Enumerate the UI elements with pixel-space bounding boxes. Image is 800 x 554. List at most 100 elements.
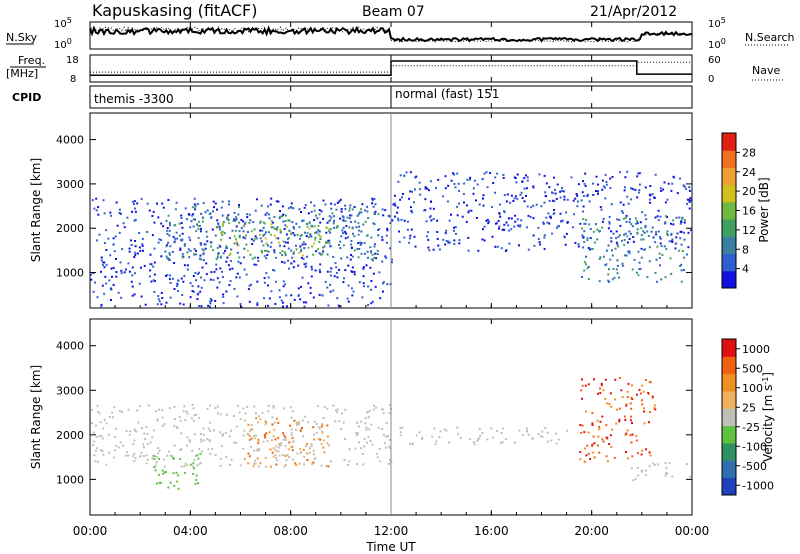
echo-cell — [378, 228, 381, 231]
echo-cell — [92, 290, 95, 293]
echo-cell — [247, 452, 250, 455]
echo-cell — [406, 228, 409, 231]
echo-cell — [313, 242, 316, 245]
ytick-label: 2000 — [56, 222, 84, 235]
echo-cell — [101, 284, 104, 287]
echo-cell — [103, 212, 106, 215]
echo-cell — [589, 228, 592, 230]
echo-cell — [411, 211, 414, 214]
echo-cell — [167, 486, 170, 489]
echo-cell — [583, 222, 586, 225]
echo-cell — [298, 462, 301, 465]
echo-cell — [396, 211, 399, 214]
echo-cell — [326, 221, 329, 224]
echo-cell — [351, 227, 354, 230]
echo-cell — [301, 427, 303, 430]
echo-cell — [248, 430, 251, 433]
echo-cell — [597, 444, 599, 447]
echo-cell — [358, 425, 360, 428]
echo-cell — [666, 232, 669, 235]
echo-cell — [167, 241, 170, 244]
echo-cell — [514, 195, 517, 198]
echo-cell — [360, 230, 363, 233]
echo-cell — [617, 235, 620, 238]
nsearch-tick-high: 105 — [708, 16, 726, 30]
echo-cell — [113, 250, 116, 253]
echo-cell — [129, 239, 132, 242]
echo-cell — [349, 258, 352, 261]
echo-cell — [238, 256, 241, 259]
echo-cell — [133, 452, 136, 455]
echo-cell — [270, 223, 273, 226]
echo-cell — [679, 222, 682, 225]
echo-cell — [608, 215, 611, 218]
echo-cell — [685, 187, 687, 190]
echo-cell — [295, 222, 298, 225]
echo-cell — [424, 187, 427, 190]
echo-cell — [433, 427, 436, 430]
echo-cell — [389, 247, 392, 250]
freq-panel: Freq. [MHz] 18 8 60 0 Nave — [6, 54, 785, 85]
echo-cell — [109, 416, 112, 419]
echo-cell — [310, 445, 313, 448]
echo-cell — [257, 256, 259, 259]
echo-cell — [202, 427, 205, 430]
echo-cell — [128, 247, 131, 250]
echo-cell — [191, 206, 194, 209]
echo-cell — [351, 255, 354, 258]
echo-cell — [342, 281, 345, 284]
echo-cell — [596, 190, 599, 193]
echo-cell — [290, 262, 293, 265]
echo-cell — [545, 195, 548, 198]
echo-cell — [328, 215, 331, 218]
echo-cell — [652, 236, 655, 239]
echo-cell — [202, 439, 205, 442]
echo-cell — [214, 454, 217, 456]
echo-cell — [615, 241, 618, 244]
echo-cell — [661, 254, 664, 256]
echo-cell — [233, 219, 236, 222]
echo-cell — [555, 442, 558, 445]
echo-cell — [626, 170, 629, 173]
echo-cell — [450, 179, 453, 182]
echo-cell — [500, 432, 503, 434]
echo-cell — [169, 481, 172, 484]
echo-cell — [410, 206, 412, 209]
echo-cell — [193, 433, 196, 436]
echo-cell — [326, 270, 329, 273]
echo-cell — [169, 274, 172, 277]
echo-cell — [254, 459, 256, 462]
echo-cell — [194, 455, 197, 457]
echo-cell — [288, 456, 291, 458]
echo-cell — [209, 429, 212, 432]
echo-cell — [609, 187, 612, 190]
echo-cell — [274, 303, 277, 305]
echo-cell — [144, 438, 147, 441]
echo-cell — [282, 285, 285, 288]
echo-cell — [683, 231, 685, 234]
echo-cell — [427, 231, 430, 234]
echo-cell — [583, 241, 586, 243]
echo-cell — [252, 221, 255, 224]
echo-cell — [133, 219, 136, 222]
echo-cell — [247, 434, 250, 436]
echo-cell — [639, 172, 642, 175]
echo-cell — [287, 448, 290, 451]
echo-cell — [285, 225, 288, 228]
echo-cell — [264, 249, 266, 252]
echo-cell — [437, 178, 440, 181]
echo-cell — [592, 193, 595, 196]
echo-cell — [680, 221, 683, 223]
echo-cell — [289, 232, 292, 235]
echo-cell — [629, 218, 632, 221]
echo-cell — [625, 404, 628, 407]
echo-cell — [309, 233, 312, 236]
echo-cell — [253, 449, 255, 452]
echo-cell — [516, 173, 519, 176]
echo-cell — [632, 240, 635, 243]
echo-cell — [427, 246, 430, 249]
echo-cell — [166, 454, 169, 457]
echo-cell — [180, 465, 183, 468]
ytick-label: 4000 — [56, 134, 84, 147]
